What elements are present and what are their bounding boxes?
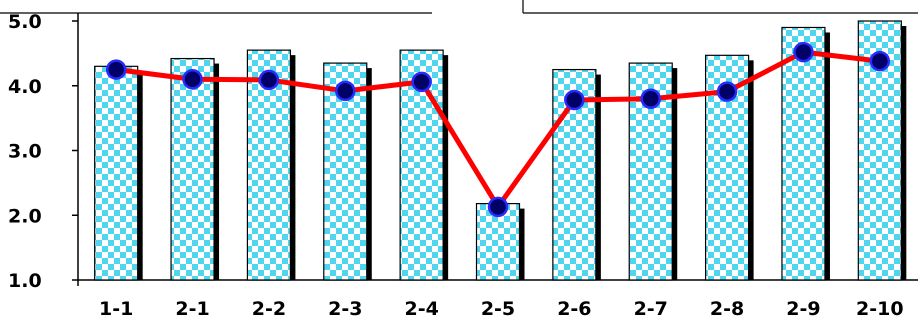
line-point — [869, 50, 891, 72]
line-point — [182, 69, 203, 90]
line-point — [258, 69, 280, 91]
x-tick-label: 2-7 — [634, 298, 668, 320]
line-point — [640, 88, 661, 109]
y-tick-label: 5.0 — [8, 11, 42, 33]
line-series — [105, 41, 891, 218]
y-tick-label: 1.0 — [8, 270, 42, 292]
line-point — [487, 196, 509, 218]
bar — [94, 65, 139, 281]
x-tick-label: 2-4 — [404, 298, 438, 320]
line-point — [793, 41, 814, 63]
x-tick-label: 2-9 — [786, 298, 820, 320]
line-point — [716, 81, 738, 102]
x-tick-label: 2-8 — [710, 298, 744, 320]
x-axis: 1-1 2-1 2-2 2-3 2-4 2-5 2-6 2-7 2-8 2-9 2-10 — [99, 298, 904, 320]
line-point — [105, 59, 127, 80]
y-tick-label: 2.0 — [8, 205, 42, 227]
x-tick-label: 2-10 — [856, 298, 904, 320]
x-tick-label: 2-1 — [175, 298, 209, 320]
bar — [781, 26, 826, 281]
y-tick-label: 3.0 — [8, 141, 42, 163]
x-tick-label: 2-5 — [481, 298, 515, 320]
bar — [170, 57, 215, 281]
x-tick-label: 2-2 — [252, 298, 286, 320]
y-tick-label: 4.0 — [8, 76, 42, 98]
line-point — [335, 80, 356, 102]
bar-series — [94, 20, 907, 281]
line-point — [564, 89, 585, 111]
x-tick-label: 2-3 — [328, 298, 362, 320]
series-line — [115, 49, 881, 210]
x-tick-label: 2-6 — [557, 298, 591, 320]
line-point — [411, 71, 432, 93]
x-tick-label: 1-1 — [99, 298, 133, 320]
